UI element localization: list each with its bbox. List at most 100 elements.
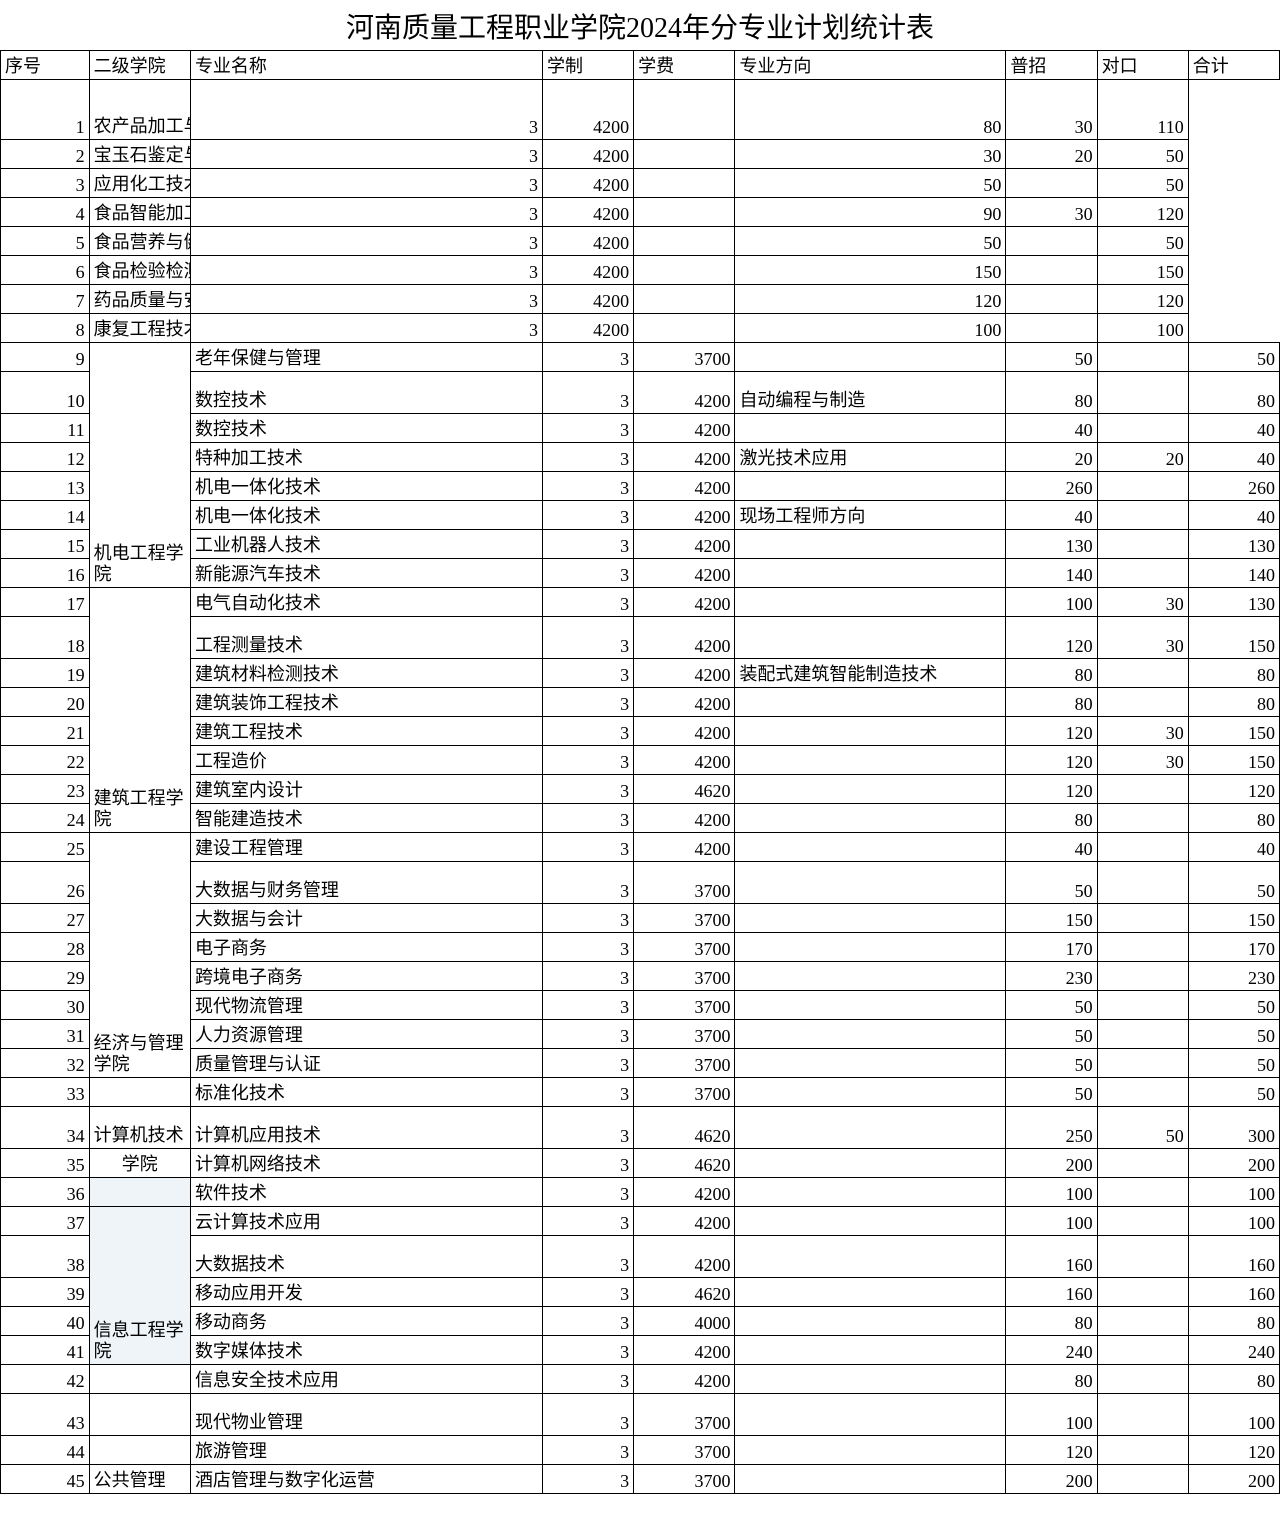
cell-seq: 24 <box>1 804 90 833</box>
cell-dir <box>735 1236 1006 1278</box>
cell-major: 食品营养与健康 <box>89 227 190 256</box>
cell-pu: 160 <box>1006 1278 1097 1307</box>
cell-pu: 100 <box>1006 588 1097 617</box>
cell-sum: 50 <box>1188 1020 1279 1049</box>
cell-fee: 4200 <box>542 169 633 198</box>
cell-seq: 23 <box>1 775 90 804</box>
cell-dk <box>1097 1078 1188 1107</box>
cell-seq: 28 <box>1 933 90 962</box>
cell-fee: 4200 <box>634 688 735 717</box>
cell-dept <box>89 1178 190 1207</box>
cell-major: 特种加工技术 <box>190 443 542 472</box>
cell-pu: 50 <box>1006 1049 1097 1078</box>
cell-fee: 4200 <box>634 559 735 588</box>
cell-sys: 3 <box>190 198 542 227</box>
cell-dk: 30 <box>1097 588 1188 617</box>
cell-fee: 3700 <box>634 343 735 372</box>
th-seq: 序号 <box>1 51 90 80</box>
cell-fee: 4200 <box>542 256 633 285</box>
cell-major: 老年保健与管理 <box>190 343 542 372</box>
cell-dk: 30 <box>1097 717 1188 746</box>
table-row: 8康复工程技术34200100100 <box>1 314 1280 343</box>
cell-seq: 19 <box>1 659 90 688</box>
cell-sys: 3 <box>542 1178 633 1207</box>
cell-fee: 4200 <box>634 1336 735 1365</box>
cell-major: 大数据技术 <box>190 1236 542 1278</box>
cell-sum: 50 <box>1188 1078 1279 1107</box>
table-row: 37信息工程学院云计算技术应用34200100100 <box>1 1207 1280 1236</box>
cell-sum: 100 <box>1188 1178 1279 1207</box>
cell-sys: 3 <box>542 1365 633 1394</box>
cell-seq: 42 <box>1 1365 90 1394</box>
cell-sys: 3 <box>542 862 633 904</box>
cell-major: 计算机应用技术 <box>190 1107 542 1149</box>
cell-seq: 5 <box>1 227 90 256</box>
table-row: 31人力资源管理337005050 <box>1 1020 1280 1049</box>
cell-pu: 50 <box>1006 991 1097 1020</box>
cell-pu: 30 <box>735 140 1006 169</box>
cell-dir <box>735 933 1006 962</box>
cell-dir <box>735 1278 1006 1307</box>
cell-dk <box>1097 804 1188 833</box>
cell-pu: 130 <box>1006 530 1097 559</box>
cell-dk <box>1006 169 1097 198</box>
cell-dk <box>1097 559 1188 588</box>
cell-sys: 3 <box>542 717 633 746</box>
cell-pu: 150 <box>1006 904 1097 933</box>
cell-seq: 41 <box>1 1336 90 1365</box>
cell-sum: 160 <box>1188 1278 1279 1307</box>
table-row: 20建筑装饰工程技术342008080 <box>1 688 1280 717</box>
cell-sum: 50 <box>1188 862 1279 904</box>
cell-pu: 80 <box>1006 659 1097 688</box>
cell-sys: 3 <box>542 1020 633 1049</box>
cell-dir <box>735 962 1006 991</box>
cell-sum: 130 <box>1188 530 1279 559</box>
cell-seq: 44 <box>1 1436 90 1465</box>
cell-seq: 2 <box>1 140 90 169</box>
cell-fee: 4200 <box>634 659 735 688</box>
cell-seq: 40 <box>1 1307 90 1336</box>
cell-pu: 100 <box>1006 1394 1097 1436</box>
cell-sum: 50 <box>1097 169 1188 198</box>
cell-dk <box>1097 1020 1188 1049</box>
table-row: 36软件技术34200100100 <box>1 1178 1280 1207</box>
cell-pu: 120 <box>1006 746 1097 775</box>
cell-sum: 150 <box>1188 904 1279 933</box>
cell-dk <box>1097 1049 1188 1078</box>
cell-fee: 4200 <box>634 588 735 617</box>
cell-dir <box>735 1107 1006 1149</box>
cell-dir <box>735 1436 1006 1465</box>
cell-dir <box>735 343 1006 372</box>
cell-fee: 4200 <box>634 833 735 862</box>
cell-seq: 14 <box>1 501 90 530</box>
cell-seq: 43 <box>1 1394 90 1436</box>
cell-major: 人力资源管理 <box>190 1020 542 1049</box>
cell-pu: 80 <box>735 80 1006 140</box>
cell-dk <box>1006 314 1097 343</box>
cell-pu: 100 <box>1006 1207 1097 1236</box>
cell-major: 数控技术 <box>190 414 542 443</box>
cell-major: 机电一体化技术 <box>190 472 542 501</box>
cell-seq: 16 <box>1 559 90 588</box>
cell-dir <box>634 285 735 314</box>
cell-dept: 信息工程学院 <box>89 1207 190 1365</box>
cell-seq: 12 <box>1 443 90 472</box>
cell-pu: 100 <box>1006 1178 1097 1207</box>
cell-sum: 120 <box>1097 285 1188 314</box>
cell-dir <box>735 414 1006 443</box>
cell-dk <box>1097 1465 1188 1494</box>
table-row: 1农产品加工与质量检测342008030110 <box>1 80 1280 140</box>
header-row: 序号 二级学院 专业名称 学制 学费 专业方向 普招 对口 合计 <box>1 51 1280 80</box>
cell-dir <box>634 140 735 169</box>
cell-dir <box>634 80 735 140</box>
cell-major: 工程测量技术 <box>190 617 542 659</box>
cell-seq: 32 <box>1 1049 90 1078</box>
table-row: 35学院计算机网络技术34620200200 <box>1 1149 1280 1178</box>
cell-major: 大数据与会计 <box>190 904 542 933</box>
cell-sum: 200 <box>1188 1465 1279 1494</box>
cell-sys: 3 <box>542 617 633 659</box>
cell-fee: 4200 <box>634 1207 735 1236</box>
cell-seq: 31 <box>1 1020 90 1049</box>
cell-dk: 30 <box>1006 80 1097 140</box>
cell-pu: 120 <box>1006 1436 1097 1465</box>
